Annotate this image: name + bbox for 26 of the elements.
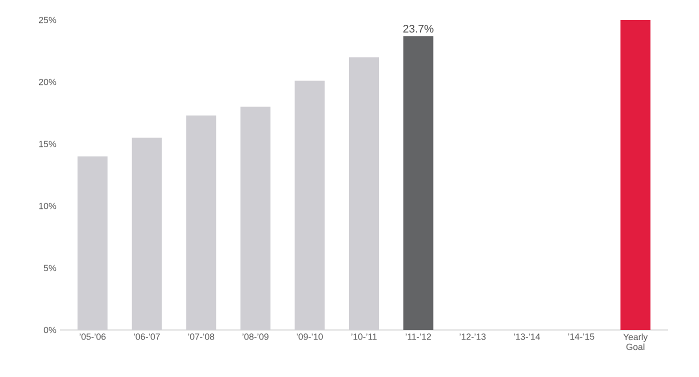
- x-tick-label: ’08-’09: [242, 334, 268, 340]
- x-tick-label: ’12-’13: [460, 334, 486, 340]
- bar: [186, 115, 216, 330]
- x-tick-label: ’09-’10: [296, 334, 323, 340]
- bar: [294, 80, 325, 330]
- bar: [349, 57, 380, 330]
- bar: [132, 138, 162, 330]
- x-tick-label: ’11-’12: [406, 334, 431, 340]
- bar: [240, 106, 270, 330]
- y-tick-label: 10%: [39, 202, 56, 210]
- bar: [620, 20, 650, 330]
- x-tick-label: ’06-’07: [134, 334, 160, 340]
- y-tick-label: 0%: [44, 326, 56, 334]
- y-tick-label: 25%: [38, 16, 56, 24]
- data-label: 23.7%: [403, 24, 434, 33]
- x-tick-label: ’13-’14: [514, 334, 540, 340]
- x-tick-label: ’14-’15: [568, 334, 594, 340]
- x-tick-label: ’05-’06: [80, 334, 106, 340]
- bar: [403, 36, 434, 330]
- y-tick-label: 5%: [44, 264, 56, 272]
- x-tick-label: ’07-’08: [188, 334, 214, 340]
- x-tick-label: Yearly Goal: [623, 334, 648, 350]
- y-tick-label: 15%: [39, 140, 56, 148]
- bar: [78, 156, 108, 330]
- x-tick-label: ’10-’11: [351, 334, 377, 340]
- y-tick-label: 20%: [38, 78, 56, 86]
